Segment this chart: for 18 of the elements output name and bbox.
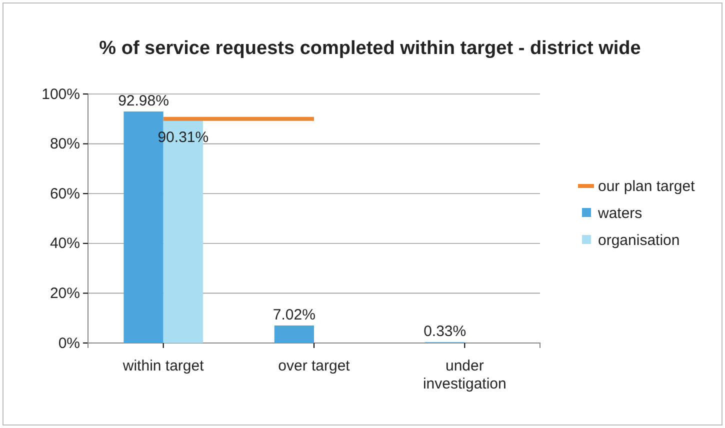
data-label: 0.33% bbox=[424, 323, 466, 340]
data-label: 90.31% bbox=[158, 129, 209, 146]
y-tick-label: 40% bbox=[50, 235, 80, 252]
chart-title: % of service requests completed within target - district wide bbox=[99, 38, 641, 59]
data-label: 7.02% bbox=[272, 306, 316, 324]
x-tick-label: within target bbox=[122, 358, 205, 374]
x-tick-label: under investigation bbox=[422, 358, 506, 392]
y-tick-label: 0% bbox=[58, 334, 80, 352]
x-tick-label: over target bbox=[278, 358, 351, 374]
y-tick-label: 20% bbox=[50, 285, 80, 302]
bar bbox=[274, 326, 314, 343]
y-tick-label: 80% bbox=[50, 136, 80, 153]
legend-label: organisation bbox=[598, 232, 680, 249]
y-tick-label: 100% bbox=[42, 86, 80, 103]
legend-label: waters bbox=[597, 205, 642, 222]
y-tick-label: 60% bbox=[50, 185, 80, 202]
data-label: 92.98% bbox=[118, 92, 169, 110]
legend-label: our plan target bbox=[598, 178, 696, 195]
